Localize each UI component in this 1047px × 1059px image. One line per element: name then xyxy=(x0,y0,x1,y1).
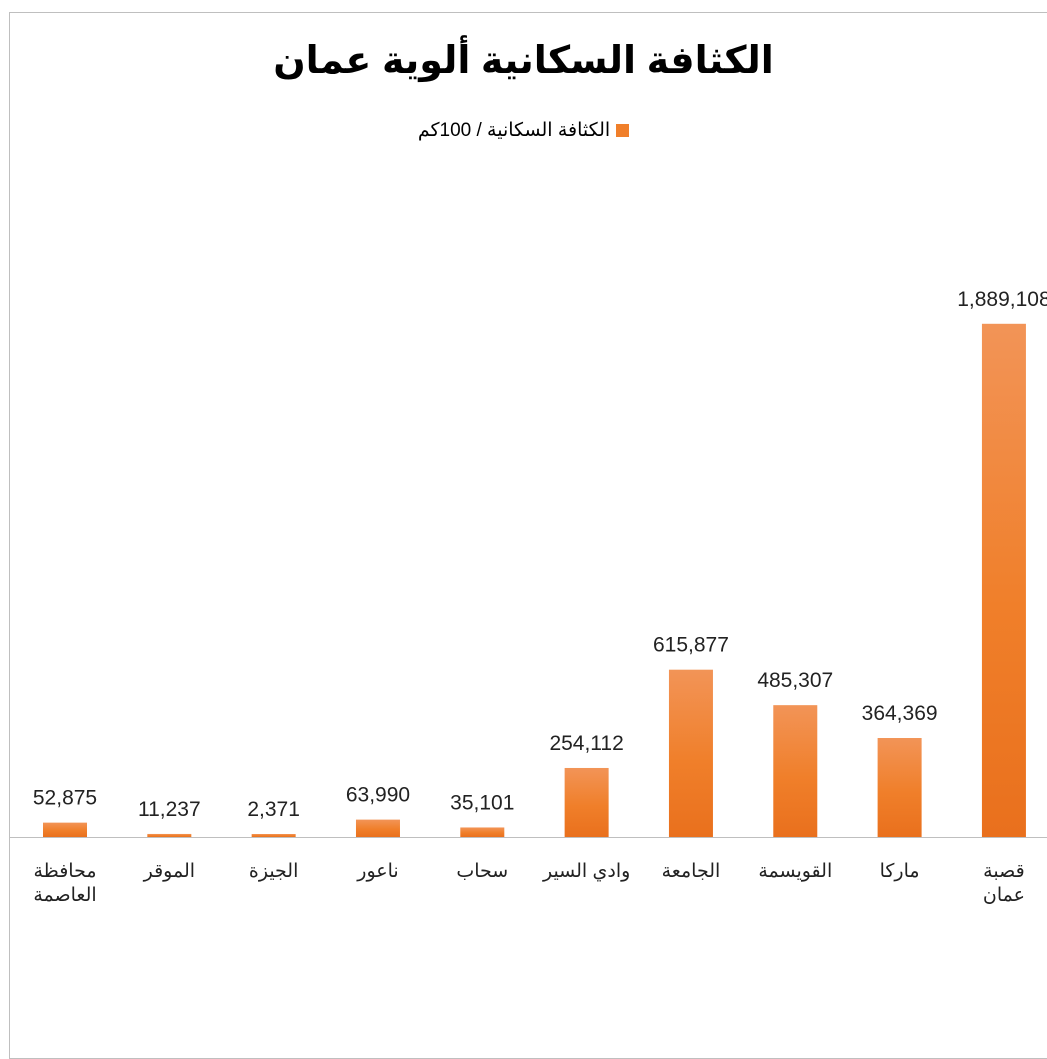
x-tick-label-1: الموقر xyxy=(121,860,217,884)
legend-label: الكثافة السكانية / 100كم xyxy=(417,120,611,141)
data-label-6: 615,877 xyxy=(653,634,729,657)
x-tick-label-8: ماركا xyxy=(852,860,948,884)
bar-0 xyxy=(43,822,87,837)
x-tick-label-line: ناعور xyxy=(357,861,399,882)
data-label-8: 364,369 xyxy=(862,702,938,725)
x-tick-label-line: محافظة xyxy=(33,861,97,882)
data-label-5: 254,112 xyxy=(549,732,623,755)
bar-9 xyxy=(981,323,1026,837)
bar-1 xyxy=(147,833,192,837)
data-label-7: 485,307 xyxy=(757,669,833,692)
x-tick-label-3: ناعور xyxy=(330,860,426,884)
data-label-9: 1,889,108 xyxy=(957,288,1047,311)
bar-3 xyxy=(355,819,400,837)
x-tick-label-9: قصبة عمان xyxy=(956,860,1047,908)
bar-4 xyxy=(460,827,505,837)
bar-8 xyxy=(877,738,922,837)
x-tick-label-line: قصبة xyxy=(983,861,1025,882)
bar-6 xyxy=(668,669,713,837)
x-tick-label-5: وادي السير xyxy=(539,860,635,884)
x-tick-label-line: العاصمة xyxy=(33,885,97,906)
bar-5 xyxy=(564,767,609,837)
x-tick-label-line: القويسمة xyxy=(758,861,833,882)
data-label-4: 35,101 xyxy=(450,791,514,814)
x-tick-label-line: ماركا xyxy=(879,861,920,882)
data-label-1: 11,237 xyxy=(138,798,201,821)
x-tick-label-2: الجيزة xyxy=(226,860,322,884)
data-label-2: 2,371 xyxy=(247,798,300,821)
x-tick-label-0: محافظة العاصمة xyxy=(17,860,113,908)
chart-title: الكثافة السكانية ألوية عمان xyxy=(273,40,774,82)
x-tick-label-line: الموقر xyxy=(143,861,196,882)
x-tick-label-line: وادي السير xyxy=(542,861,631,882)
chart-legend: الكثافة السكانية / 100كم xyxy=(0,119,1047,142)
x-tick-label-7: القويسمة xyxy=(747,860,843,884)
bar-7 xyxy=(773,705,818,837)
x-tick-label-4: سحاب xyxy=(434,860,530,884)
bar-2 xyxy=(251,834,296,837)
x-tick-label-line: عمان xyxy=(982,885,1025,906)
x-tick-label-line: الجامعة xyxy=(661,861,721,882)
x-tick-label-line: الجيزة xyxy=(248,861,299,882)
x-tick-label-6: الجامعة xyxy=(643,860,739,884)
data-label-0: 52,875 xyxy=(33,787,97,810)
data-label-3: 63,990 xyxy=(346,784,410,807)
x-tick-label-line: سحاب xyxy=(456,861,509,882)
legend-swatch xyxy=(616,124,630,137)
